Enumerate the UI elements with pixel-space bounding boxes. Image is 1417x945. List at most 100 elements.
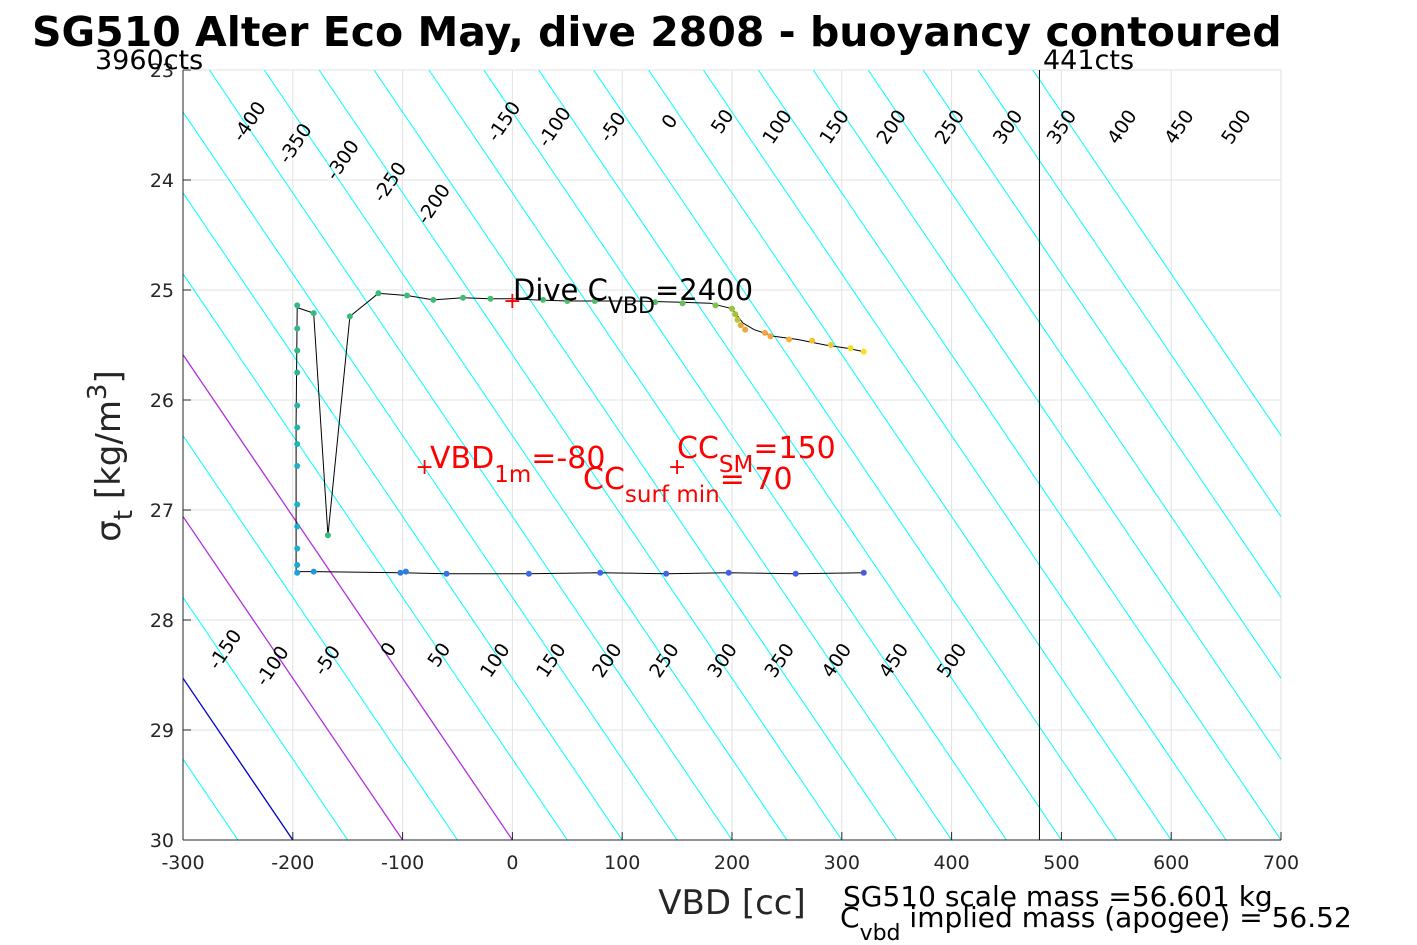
- data-point: [346, 313, 353, 320]
- data-point: [397, 569, 404, 576]
- cc-sm-suffix: =150: [753, 431, 835, 466]
- y-axis-close: ]: [89, 370, 129, 383]
- data-point: [663, 570, 670, 577]
- vbd-1m-sub: 1m: [494, 462, 531, 488]
- marker-plus: +: [415, 455, 433, 480]
- y-axis-units: [kg/m: [89, 400, 129, 510]
- contour-line: [373, 70, 898, 840]
- contour-line: [1032, 70, 1281, 437]
- x-tick-label: 600: [1153, 852, 1189, 874]
- contour-line: [183, 596, 349, 840]
- data-point: [375, 290, 382, 297]
- data-point: [792, 570, 799, 577]
- data-point: [294, 302, 301, 309]
- x-tick-label: 500: [1043, 852, 1079, 874]
- y-axis-symbol: σ: [89, 520, 129, 542]
- data-point: [734, 316, 741, 323]
- data-point: [525, 570, 532, 577]
- data-point: [761, 329, 768, 336]
- data-point: [591, 298, 598, 304]
- data-point: [540, 296, 547, 303]
- x-tick-label: 0: [506, 852, 518, 874]
- contour-line: [703, 70, 1227, 840]
- y-tick-label: 24: [150, 170, 174, 192]
- y-axis-sup: 3: [83, 384, 113, 401]
- contour-line: [648, 70, 1172, 840]
- y-tick-label: 25: [150, 280, 174, 302]
- contour-line: [183, 434, 458, 840]
- data-point: [310, 568, 317, 575]
- implied-mass-suffix: implied mass (apogee) = 56.52: [901, 901, 1352, 934]
- dive-cvbd-sub: VBD: [608, 294, 655, 319]
- contour-line: [922, 70, 1281, 599]
- cc-surf-min-suffix: = 70: [720, 462, 793, 497]
- cc-surf-min-annotation: CCsurf min= 70: [583, 462, 793, 508]
- contour-line: [183, 677, 294, 840]
- cc-sm-prefix: CC: [677, 431, 719, 466]
- dive-profile: [294, 290, 867, 577]
- markers: + + +: [415, 289, 686, 480]
- counts-left-label: 3960cts: [95, 45, 203, 76]
- y-ticks: 23 24 25 26 27 28 29 30: [150, 60, 191, 852]
- contour-line: [183, 272, 568, 840]
- data-point: [847, 345, 854, 352]
- contour-line: [977, 70, 1281, 518]
- contour-line: [538, 70, 1062, 840]
- x-tick-label: -100: [381, 852, 424, 874]
- y-tick-label: 28: [150, 610, 174, 632]
- x-tick-label: -200: [271, 852, 314, 874]
- cc-sm-sub: SM: [719, 452, 753, 478]
- contour-lines: [0, 70, 1281, 840]
- contour-line: [318, 70, 843, 840]
- y-tick-label: 27: [150, 500, 174, 522]
- data-point: [652, 299, 659, 306]
- contour-line: [183, 192, 623, 840]
- data-point: [597, 569, 604, 576]
- counts-right-label: 441cts: [1043, 45, 1134, 76]
- data-point: [860, 348, 867, 355]
- data-point: [809, 337, 816, 344]
- data-point: [732, 311, 739, 318]
- contour-line: [593, 70, 1117, 840]
- data-point: [564, 298, 571, 304]
- x-tick-label: -300: [161, 852, 204, 874]
- contour-line: [867, 70, 1281, 680]
- data-point: [294, 325, 301, 332]
- y-tick-label: 23: [150, 60, 174, 82]
- contour-line: [0, 70, 18, 840]
- data-point: [294, 441, 301, 447]
- implied-mass-prefix: C: [840, 901, 860, 934]
- data-point: [725, 569, 732, 576]
- data-point: [294, 501, 301, 508]
- data-point: [459, 294, 466, 301]
- dive-cvbd-annotation: Dive CVBD=2400: [513, 273, 753, 319]
- x-ticks: -300 -200 -100 0 100 200 300 400 500 600 700: [161, 832, 1299, 874]
- data-point: [767, 333, 774, 340]
- cc-sm-annotation: CCSM=150: [677, 431, 836, 478]
- data-point: [430, 296, 437, 303]
- implied-mass-text: Cvbd implied mass (apogee) = 56.52: [840, 901, 1352, 945]
- data-point: [742, 326, 749, 333]
- contour-line: [483, 70, 1007, 840]
- implied-mass-sub: vbd: [860, 921, 901, 945]
- scale-mass-text: SG510 scale mass =56.601 kg: [843, 880, 1273, 913]
- chart-title: SG510 Alter Eco May, dive 2808 - buoyanc…: [32, 8, 1282, 56]
- data-point: [294, 562, 301, 568]
- x-tick-label: 400: [933, 852, 969, 874]
- data-point: [827, 342, 834, 348]
- cc-surf-min-prefix: CC: [583, 462, 625, 497]
- data-point: [443, 570, 450, 577]
- data-point: [679, 300, 686, 307]
- contour-line: [183, 515, 404, 840]
- data-point: [294, 545, 301, 552]
- x-tick-label: 100: [604, 852, 640, 874]
- x-axis-label: VBD [cc]: [658, 883, 806, 923]
- data-point: [712, 302, 719, 309]
- data-point: [860, 569, 867, 576]
- dive-cvbd-prefix: Dive C: [513, 273, 608, 307]
- y-axis-label: σt [kg/m3]: [83, 370, 139, 542]
- data-point: [294, 347, 301, 354]
- cc-surf-min-sub: surf min: [625, 482, 720, 508]
- data-point: [487, 295, 494, 302]
